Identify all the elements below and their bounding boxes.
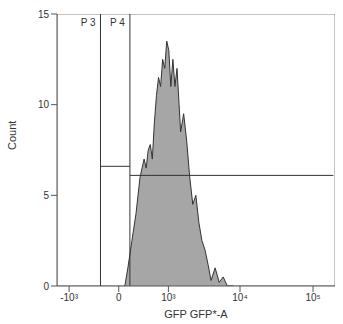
svg-text:10³: 10³ [161,292,176,303]
svg-text:0: 0 [43,281,49,292]
svg-text:P 4: P 4 [110,17,125,28]
svg-text:15: 15 [38,9,50,20]
svg-text:10: 10 [38,99,50,110]
svg-text:10⁵: 10⁵ [305,292,320,303]
svg-text:GFP GFP*-A: GFP GFP*-A [164,308,228,320]
svg-text:5: 5 [43,190,49,201]
svg-text:10⁴: 10⁴ [232,292,247,303]
svg-text:-10³: -10³ [60,292,78,303]
svg-text:0: 0 [116,292,122,303]
svg-text:P 3: P 3 [81,17,96,28]
svg-text:Count: Count [8,121,18,150]
